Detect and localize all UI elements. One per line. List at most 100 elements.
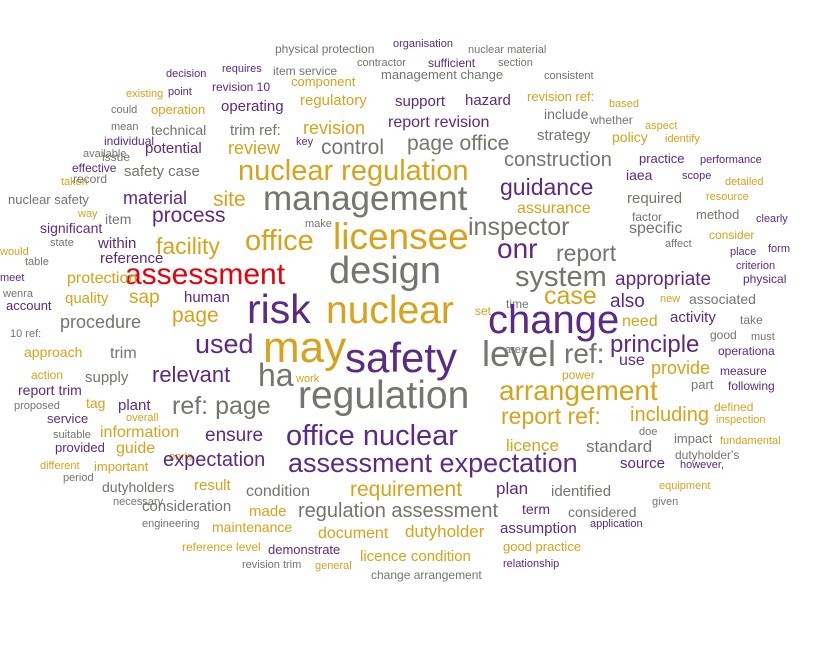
word-identified: identified	[551, 483, 612, 500]
word-system: system	[515, 261, 607, 293]
word-service: service	[47, 411, 89, 426]
word-ref: ref:	[564, 338, 605, 369]
word-mean: mean	[111, 121, 139, 133]
word-demonstrate: demonstrate	[268, 542, 341, 557]
word-significant: significant	[40, 220, 103, 236]
word-equipment: equipment	[659, 480, 711, 492]
word-method: method	[696, 207, 740, 222]
word-reference: reference	[100, 250, 164, 267]
word-good-practice: good practice	[503, 539, 582, 554]
word-overall: overall	[126, 412, 159, 424]
word-set: set	[475, 304, 492, 318]
word-case: case	[544, 282, 597, 310]
word-affect: affect	[665, 238, 692, 250]
word-important: important	[94, 459, 149, 474]
word-need: need	[622, 313, 658, 330]
word-potential: potential	[145, 140, 202, 157]
word-doe: doe	[639, 426, 658, 438]
word-human: human	[184, 289, 230, 306]
word-report-trim: report trim	[18, 382, 82, 398]
word-change-arrangement: change arrangement	[371, 568, 482, 582]
word-expectation: expectation	[163, 449, 266, 471]
word-licensee: licensee	[333, 216, 469, 257]
word-revision-trim: revision trim	[242, 559, 302, 571]
word-maintenance: maintenance	[212, 519, 293, 535]
word-consideration: consideration	[142, 498, 232, 515]
word-provide: provide	[651, 358, 711, 378]
word-site: site	[213, 188, 246, 211]
word-required: required	[627, 190, 683, 207]
word-nuclear: nuclear	[326, 289, 454, 332]
word-dutyholder: dutyholder	[405, 522, 485, 541]
word-however: however,	[680, 459, 725, 471]
word-record: record	[73, 172, 108, 186]
word-effective: effective	[72, 161, 117, 175]
word-physical-protection: physical protection	[275, 42, 375, 56]
word-hazard: hazard	[465, 92, 511, 109]
word-factor: factor	[632, 210, 663, 224]
word-quality: quality	[65, 290, 109, 307]
word-general: general	[315, 560, 352, 572]
word-guide: guide	[116, 440, 156, 457]
word-organisation: organisation	[393, 38, 453, 50]
word-taken: taken	[61, 176, 88, 188]
word-form: form	[768, 243, 790, 255]
word-guidance: guidance	[500, 174, 594, 200]
word-operation: operation	[151, 102, 206, 117]
word-report: report	[556, 240, 617, 266]
word-including: including	[630, 404, 709, 426]
word-detailed: detailed	[725, 176, 764, 188]
word-individual: individual	[104, 134, 155, 148]
word-available: available	[83, 148, 127, 160]
word-protection: protection	[67, 270, 138, 287]
word-identify: identify	[665, 133, 700, 145]
word-physical: physical	[743, 272, 787, 286]
word-page: page	[172, 304, 219, 327]
word-clearly: clearly	[756, 213, 788, 225]
word-change: change	[488, 298, 620, 342]
word-nuclear-material: nuclear material	[468, 44, 547, 56]
word-impact: impact	[674, 431, 713, 446]
word-practice: practice	[639, 151, 685, 166]
word-revision-10: revision 10	[212, 80, 271, 94]
word-review: review	[228, 138, 281, 158]
word-item-service: item service	[273, 64, 338, 78]
word-activity: activity	[670, 309, 716, 326]
word-following: following	[728, 379, 775, 393]
word-information: information	[100, 424, 180, 441]
word-onr-s: onr's	[169, 451, 193, 463]
word-management: management	[263, 179, 468, 218]
word-scope: scope	[682, 170, 712, 182]
word-revision-ref: revision ref:	[527, 89, 595, 104]
word-requirement: requirement	[350, 478, 463, 501]
word-item: item	[105, 211, 132, 227]
word-policy: policy	[612, 129, 648, 145]
word-associated: associated	[689, 291, 756, 307]
word-fundamental: fundamental	[720, 435, 781, 447]
word-term: term	[522, 501, 550, 517]
word-application: application	[590, 518, 643, 530]
word-aspect: aspect	[645, 120, 678, 132]
word-table: table	[25, 256, 49, 268]
word-supply: supply	[85, 369, 129, 386]
word-construction: construction	[504, 149, 612, 171]
word-account: account	[6, 298, 52, 313]
word-inspection: inspection	[716, 414, 766, 426]
word-plant: plant	[118, 397, 151, 414]
word-new: new	[660, 293, 681, 305]
word-area: area	[505, 344, 528, 356]
word-engineering: engineering	[142, 518, 200, 530]
word-decision: decision	[166, 68, 207, 80]
word-way: way	[78, 208, 98, 220]
word-consider: consider	[709, 228, 755, 242]
word-level: level	[482, 333, 557, 374]
word-time: time	[506, 297, 529, 311]
word-technical: technical	[151, 122, 207, 138]
word-include: include	[544, 106, 589, 122]
word-material: material	[123, 188, 188, 208]
word-page-office: page office	[407, 132, 510, 155]
word-existing: existing	[126, 88, 164, 100]
word-point: point	[168, 86, 192, 98]
word-different: different	[40, 460, 80, 472]
word-management-change: management change	[381, 67, 504, 82]
